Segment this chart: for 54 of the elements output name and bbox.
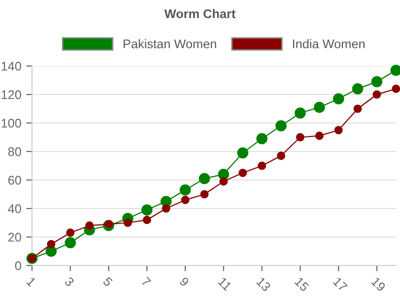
point: [275, 120, 287, 132]
point: [142, 216, 152, 224]
point: [198, 173, 210, 184]
x-tick-label: 7: [140, 276, 152, 287]
point: [64, 237, 76, 248]
point: [315, 132, 324, 140]
point: [162, 204, 170, 213]
x-tick-label: 5: [102, 276, 113, 287]
point: [46, 240, 56, 248]
point: [237, 147, 248, 158]
y-tick-label: 120: [2, 90, 22, 100]
point: [180, 184, 191, 196]
point: [314, 102, 325, 113]
legend-label: India Women: [293, 39, 365, 48]
y-tick-label: 20: [8, 232, 22, 242]
point: [294, 107, 306, 119]
point: [219, 177, 228, 186]
point: [124, 218, 132, 227]
point: [372, 90, 382, 99]
point: [66, 228, 74, 237]
legend-label: Pakistan Women: [124, 39, 216, 48]
point: [334, 126, 343, 134]
x-tick-label: 1: [26, 276, 36, 287]
point: [200, 190, 209, 198]
point: [296, 133, 304, 142]
y-tick-label: 80: [8, 147, 22, 156]
point: [392, 84, 400, 93]
y-tick-label: 140: [2, 62, 22, 71]
y-tick-label: 100: [2, 118, 22, 128]
point: [371, 76, 382, 88]
point: [104, 220, 113, 228]
x-tick-label: 13: [256, 276, 272, 292]
point: [352, 83, 364, 94]
point: [218, 168, 230, 180]
point: [256, 133, 268, 144]
point: [238, 168, 247, 178]
point: [276, 152, 286, 160]
y-tick-label: 60: [8, 176, 22, 185]
point: [85, 221, 94, 230]
x-tick-label: 17: [332, 276, 348, 292]
x-tick-label: 11: [218, 276, 232, 292]
x-tick-label: 3: [64, 276, 75, 287]
x-tick-label: 19: [371, 276, 386, 292]
point: [332, 93, 344, 104]
point: [141, 204, 153, 216]
chart-title: Worm Chart: [164, 9, 236, 18]
point: [181, 196, 190, 204]
x-tick-label: 9: [179, 276, 190, 287]
point: [354, 104, 362, 113]
y-tick-label: 0: [15, 261, 22, 270]
y-tick-label: 40: [8, 204, 22, 214]
x-tick-label: 15: [294, 276, 310, 292]
point: [258, 162, 266, 170]
point: [390, 64, 400, 76]
